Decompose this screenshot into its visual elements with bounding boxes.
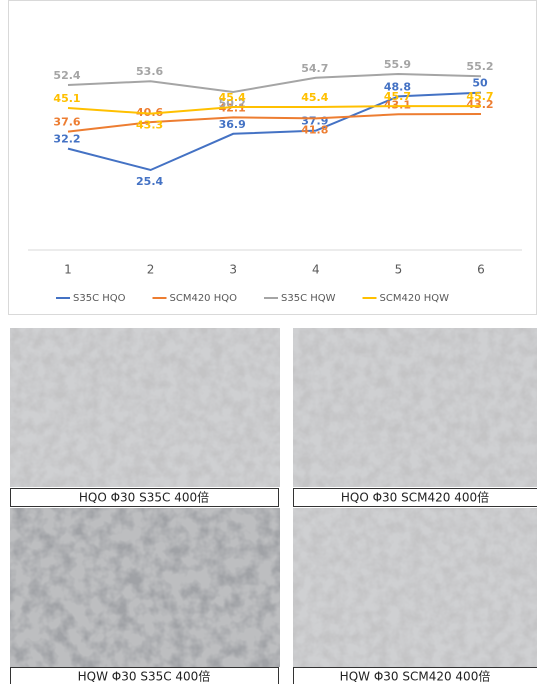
data-label: 45.4	[219, 91, 246, 104]
caption: HQO Φ30 S35C 400倍	[79, 490, 209, 505]
data-label: 25.4	[136, 175, 163, 188]
legend-label: SCM420 HQW	[380, 293, 450, 304]
data-label: 32.2	[53, 133, 80, 146]
data-label: 37.6	[53, 116, 80, 129]
caption: HQW Φ30 S35C 400倍	[78, 669, 211, 684]
data-label: 45.7	[384, 90, 411, 103]
micrograph-texture	[10, 328, 280, 487]
x-tick-label: 6	[477, 263, 485, 277]
data-label: 41.8	[301, 123, 328, 136]
micrograph-texture	[293, 328, 537, 487]
x-tick-label: 3	[229, 263, 237, 277]
chart-frame	[9, 1, 537, 315]
caption: HQO Φ30 SCM420 400倍	[341, 490, 489, 505]
micrograph-texture	[10, 508, 280, 667]
data-label: 55.9	[384, 58, 411, 71]
data-label: 45.4	[301, 91, 328, 104]
x-tick-label: 2	[147, 263, 155, 277]
micrograph-texture	[293, 508, 537, 667]
data-label: 45.7	[466, 90, 493, 103]
x-tick-label: 5	[395, 263, 403, 277]
data-label: 54.7	[301, 62, 328, 75]
legend-label: S35C HQW	[281, 293, 336, 304]
page-svg: 12345632.225.436.937.948.85037.640.642.1…	[0, 0, 537, 684]
page: 12345632.225.436.937.948.85037.640.642.1…	[0, 0, 537, 684]
data-label: 53.6	[136, 65, 163, 78]
data-label: 43.3	[136, 119, 163, 132]
caption: HQW Φ30 SCM420 400倍	[340, 669, 491, 684]
micrographs: HQO Φ30 S35C 400倍 HQO Φ30 SCM420 400倍 HQW …	[10, 328, 537, 684]
data-label: 55.2	[466, 60, 493, 73]
x-tick-label: 1	[64, 263, 72, 277]
legend-label: SCM420 HQO	[170, 293, 238, 304]
data-label: 50	[472, 77, 488, 90]
data-label: 36.9	[219, 118, 246, 131]
x-tick-label: 4	[312, 263, 320, 277]
legend-label: S35C HQO	[73, 293, 126, 304]
data-label: 52.4	[53, 69, 80, 82]
data-label: 45.1	[53, 92, 80, 105]
